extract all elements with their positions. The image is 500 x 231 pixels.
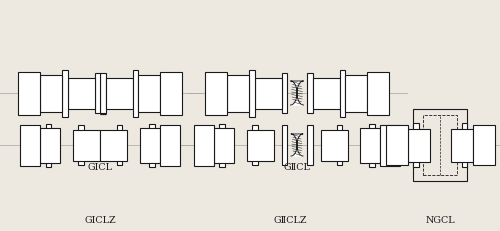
Polygon shape bbox=[290, 82, 304, 106]
Bar bbox=[462, 123, 467, 167]
Bar bbox=[20, 125, 40, 166]
Bar bbox=[205, 72, 227, 115]
Bar bbox=[149, 124, 154, 167]
Bar bbox=[472, 125, 494, 165]
Text: NGCL: NGCL bbox=[425, 215, 455, 224]
Bar bbox=[132, 70, 138, 117]
Bar bbox=[46, 124, 51, 167]
Bar bbox=[345, 75, 367, 112]
Bar bbox=[282, 74, 287, 113]
Text: GⅡCLZ: GⅡCLZ bbox=[273, 215, 307, 224]
Bar bbox=[249, 70, 254, 117]
Bar bbox=[72, 130, 100, 161]
Bar bbox=[386, 125, 407, 165]
Bar bbox=[94, 74, 100, 113]
Bar bbox=[227, 75, 249, 112]
Text: GICL: GICL bbox=[88, 163, 112, 172]
Bar bbox=[320, 130, 347, 161]
Bar bbox=[413, 123, 418, 167]
Bar bbox=[40, 75, 62, 112]
Bar bbox=[194, 125, 214, 166]
Bar bbox=[100, 130, 128, 161]
Bar bbox=[68, 78, 94, 109]
Bar bbox=[336, 125, 342, 165]
Bar bbox=[450, 129, 472, 162]
Text: GⅡCL: GⅡCL bbox=[284, 163, 310, 172]
Bar bbox=[408, 129, 430, 162]
Bar bbox=[367, 72, 389, 115]
Bar bbox=[160, 125, 180, 166]
Bar bbox=[307, 74, 312, 113]
Bar bbox=[312, 78, 340, 109]
Bar bbox=[116, 125, 122, 165]
Bar bbox=[369, 124, 374, 167]
Bar bbox=[340, 70, 345, 117]
Bar bbox=[252, 125, 258, 165]
Bar bbox=[62, 70, 68, 117]
Text: GICLZ: GICLZ bbox=[84, 215, 116, 224]
Bar bbox=[214, 128, 234, 163]
Bar bbox=[18, 72, 40, 115]
Bar bbox=[423, 116, 457, 175]
Bar bbox=[360, 128, 380, 163]
Bar bbox=[106, 78, 132, 109]
Bar bbox=[160, 72, 182, 115]
Bar bbox=[380, 125, 400, 166]
Bar bbox=[100, 74, 105, 113]
Bar bbox=[246, 130, 274, 161]
Bar bbox=[307, 125, 312, 165]
Bar bbox=[40, 128, 60, 163]
Bar bbox=[220, 124, 225, 167]
Bar bbox=[413, 109, 467, 181]
Polygon shape bbox=[291, 134, 303, 156]
Bar bbox=[140, 128, 160, 163]
Bar bbox=[138, 75, 160, 112]
Bar bbox=[254, 78, 281, 109]
Bar bbox=[78, 125, 84, 165]
Bar bbox=[282, 125, 287, 165]
